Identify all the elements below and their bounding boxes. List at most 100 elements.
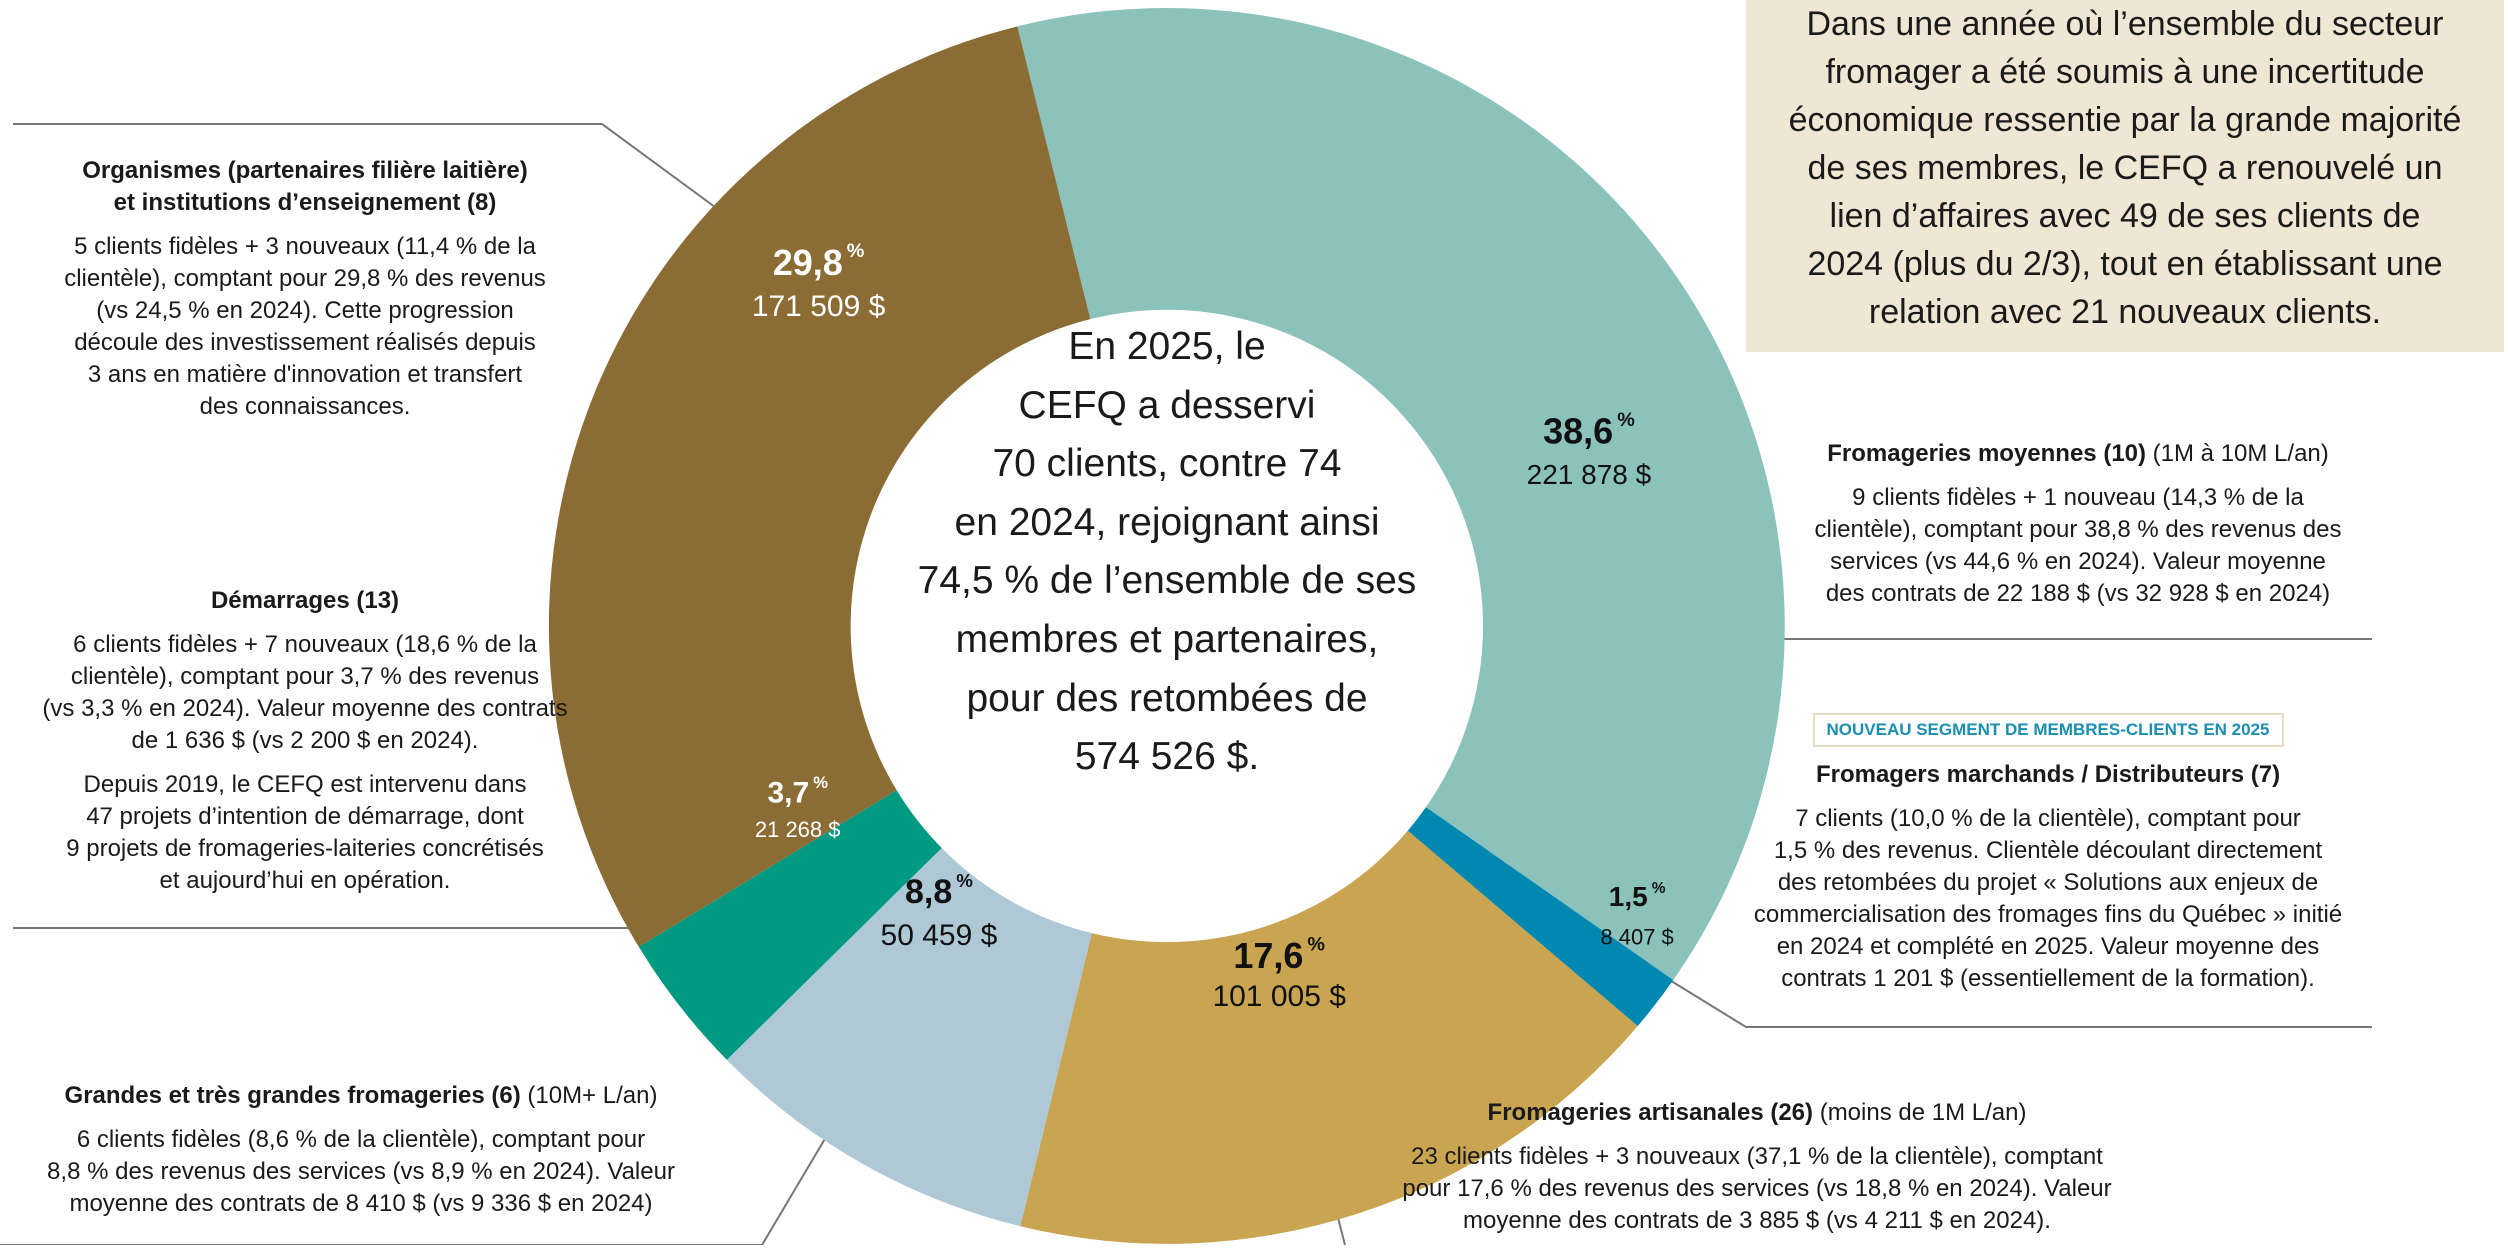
amount-label: 101 005 $ (1212, 980, 1346, 1013)
value-label: 38,6% (1543, 409, 1635, 451)
amount-label: 50 459 $ (881, 919, 998, 952)
value-number: 3,7 (767, 776, 809, 809)
slice (726, 847, 1092, 1227)
text-line: clientèle), comptant pour 29,8 % des rev… (64, 265, 546, 292)
value-label: 17,6% (1233, 934, 1325, 976)
value-unit: % (956, 870, 973, 891)
text-line: clientèle), comptant pour 38,8 % des rev… (1814, 516, 2342, 543)
center-line: en 2024, rejoignant ainsi (954, 500, 1380, 544)
annotation-title: Organismes (partenaires filière laitière… (64, 155, 546, 219)
annotation-paragraph: 23 clients fidèles + 3 nouveaux (37,1 % … (1402, 1141, 2111, 1237)
value-label: 29,8% (773, 240, 865, 282)
annotation: Démarrages (13) 6 clients fidèles + 7 nou… (42, 585, 567, 909)
text-line: (vs 3,3 % en 2024). Valeur moyenne des c… (42, 695, 568, 722)
leader-line (13, 123, 735, 222)
text-line: 3 ans en matière d'innovation et transfe… (87, 361, 523, 388)
value-label: 1,5% (1609, 880, 1666, 912)
value-unit: % (1652, 880, 1666, 897)
title-note: (moins de 1M L/an) (1813, 1099, 2027, 1126)
callout-line: lien d’affaires avec 49 de ses clients d… (1829, 197, 2421, 235)
title-note: (1M à 10M L/an) (2146, 440, 2329, 467)
value-number: 8,8 (905, 873, 952, 911)
annotation: Organismes (partenaires filière laitière… (64, 155, 546, 435)
text-line: commercialisation des fromages fins du Q… (1753, 901, 2343, 928)
text-line: en 2024 et complété en 2025. Valeur moye… (1776, 933, 2320, 960)
slice (548, 26, 1091, 947)
center-line: CEFQ a desservi (1018, 383, 1316, 427)
title-note: (10M+ L/an) (520, 1082, 658, 1109)
text-line: des retombées du projet « Solutions aux … (1777, 869, 2319, 896)
center-line: 74,5 % de l’ensemble de ses (917, 559, 1417, 603)
callout-line: fromager a été soumis à une incertitude (1825, 53, 2425, 91)
value-label: 3,7% (767, 774, 828, 809)
callout-box: Dans une année où l’ensemble du secteur f… (1746, 0, 2504, 352)
annotation-title: Fromageries moyennes (10) (1M à 10M L/an… (1815, 438, 2342, 470)
value-unit: % (1617, 409, 1635, 431)
text-line: découle des investissement réalisés depu… (74, 329, 536, 356)
text-line: clientèle), comptant pour 3,7 % des reve… (70, 663, 540, 690)
slice (1017, 8, 1785, 981)
callout-line: 2024 (plus du 2/3), tout en établissant … (1807, 245, 2443, 283)
slice (1020, 830, 1638, 1244)
text-line: 9 clients fidèles + 1 nouveau (14,3 % de… (1852, 484, 2304, 511)
annotation: Fromageries artisanales (26) (moins de 1… (1402, 1097, 2111, 1249)
annotation: NOUVEAU SEGMENT DE MEMBRES-CLIENTS EN 20… (1754, 712, 2342, 1007)
title-line: Grandes et très grandes fromageries (6) (64, 1082, 521, 1109)
title-line: et institutions d’enseignement (8) (113, 189, 497, 216)
leader-line (1713, 628, 2372, 640)
leader-line (1636, 959, 2372, 1028)
value-label: 8,8% (905, 870, 973, 911)
annotation-paragraph: 9 clients fidèles + 1 nouveau (14,3 % de… (1815, 482, 2342, 610)
title-line: Fromagers marchands / Distributeurs (7) (1815, 761, 2281, 788)
value-unit: % (847, 240, 865, 262)
center-line: 70 clients, contre 74 (992, 442, 1342, 486)
text-line: et aujourd’hui en opération. (159, 867, 451, 894)
callout-line: économique ressentie par la grande major… (1788, 101, 2462, 139)
annotation-title: Démarrages (13) (42, 585, 567, 617)
text-line: 9 projets de fromageries-laiteries concr… (66, 835, 544, 862)
text-line: 1,5 % des revenus. Clientèle découlant d… (1773, 837, 2323, 864)
text-line: moyenne des contrats de 8 410 $ (vs 9 33… (69, 1190, 653, 1217)
annotation-title: Fromageries artisanales (26) (moins de 1… (1402, 1097, 2111, 1129)
callout-line: de ses membres, le CEFQ a renouvelé un (1807, 149, 2443, 187)
text-line: moyenne des contrats de 3 885 $ (vs 4 21… (1463, 1207, 2051, 1234)
title-line: Fromageries artisanales (26) (1487, 1099, 1814, 1126)
annotation-paragraph: 5 clients fidèles + 3 nouveaux (11,4 % d… (64, 231, 546, 423)
title-line: Fromageries moyennes (10) (1827, 440, 2147, 467)
annotation-paragraph: Depuis 2019, le CEFQ est intervenu dans 4… (42, 769, 567, 897)
value-unit: % (813, 774, 828, 792)
text-line: 5 clients fidèles + 3 nouveaux (11,4 % d… (74, 233, 536, 260)
annotation-paragraph: 7 clients (10,0 % de la clientèle), comp… (1754, 803, 2342, 995)
amount-label: 21 268 $ (755, 817, 841, 842)
title-line: Démarrages (13) (210, 587, 400, 614)
annotation: Fromageries moyennes (10) (1M à 10M L/an… (1815, 438, 2342, 622)
amount-label: 221 878 $ (1527, 459, 1652, 490)
text-line: 47 projets d’intention de démarrage, don… (86, 803, 524, 830)
text-line: 6 clients fidèles (8,6 % de la clientèle… (76, 1126, 646, 1153)
badge-wrap: NOUVEAU SEGMENT DE MEMBRES-CLIENTS EN 20… (1754, 712, 2342, 759)
value-number: 17,6 (1233, 935, 1303, 976)
text-line: pour 17,6 % des revenus des services (vs… (1402, 1175, 2112, 1202)
annotation-title: Grandes et très grandes fromageries (6) … (47, 1080, 675, 1112)
center-line: membres et partenaires, (955, 617, 1379, 661)
value-number: 29,8 (773, 241, 843, 282)
text-line: des contrats de 22 188 $ (vs 32 928 $ en… (1825, 580, 2331, 607)
text-line: 23 clients fidèles + 3 nouveaux (37,1 % … (1411, 1143, 2103, 1170)
amount-label: 171 509 $ (752, 290, 886, 323)
annotation: Grandes et très grandes fromageries (6) … (47, 1080, 675, 1232)
annotation-paragraph: 6 clients fidèles + 7 nouveaux (18,6 % d… (42, 629, 567, 757)
callout-line: Dans une année où l’ensemble du secteur (1806, 5, 2444, 43)
center-line: pour des retombées de (966, 676, 1368, 720)
value-number: 38,6 (1543, 410, 1613, 451)
center-line: En 2025, le (1068, 325, 1266, 368)
value-number: 1,5 (1609, 881, 1648, 912)
annotation-title: Fromagers marchands / Distributeurs (7) (1754, 759, 2342, 791)
callout-line: relation avec 21 nouveaux clients. (1868, 293, 2382, 331)
amount-label: 8 407 $ (1600, 925, 1673, 950)
text-line: (vs 24,5 % en 2024). Cette progression (96, 297, 514, 324)
annotation-paragraph: 6 clients fidèles (8,6 % de la clientèle… (47, 1124, 675, 1220)
title-line: Organismes (partenaires filière laitière… (82, 157, 528, 184)
value-unit: % (1307, 934, 1325, 956)
